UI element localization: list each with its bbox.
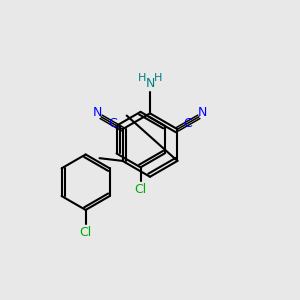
Text: N: N — [92, 106, 102, 119]
Text: N: N — [145, 76, 155, 90]
Text: H: H — [138, 73, 146, 82]
Text: N: N — [198, 106, 208, 119]
Text: H: H — [154, 73, 162, 82]
Text: C: C — [183, 117, 192, 130]
Text: C: C — [108, 117, 117, 130]
Text: Cl: Cl — [80, 226, 92, 239]
Text: Cl: Cl — [134, 183, 147, 196]
